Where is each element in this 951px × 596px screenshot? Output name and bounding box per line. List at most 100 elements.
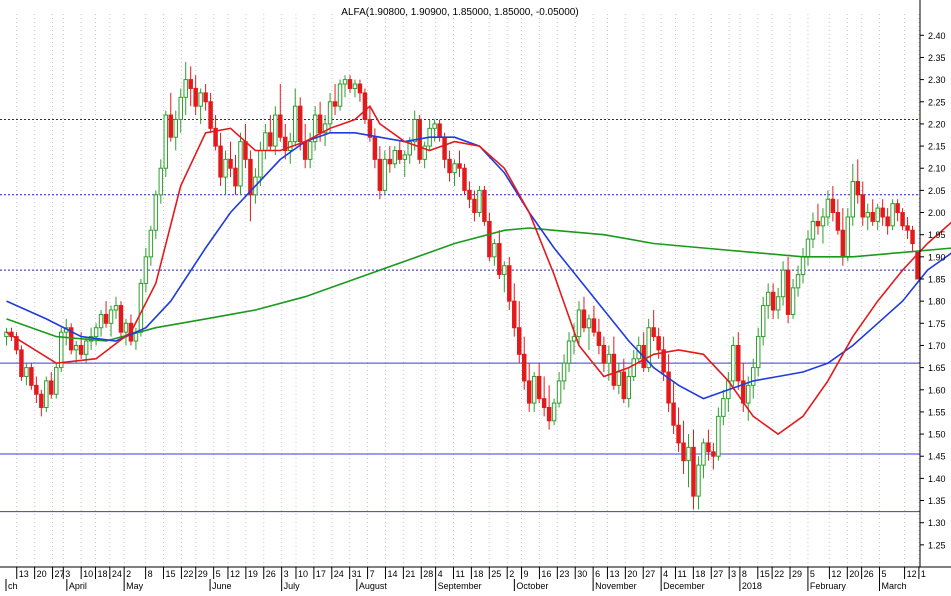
candle-body bbox=[776, 297, 779, 310]
candle-body bbox=[503, 266, 506, 275]
y-tick-label: 1.80 bbox=[928, 297, 946, 307]
y-tick-label: 2.40 bbox=[928, 31, 946, 41]
candle-body bbox=[199, 93, 202, 106]
candle-body bbox=[527, 381, 530, 403]
candle-body bbox=[363, 93, 366, 120]
candle-body bbox=[821, 217, 824, 226]
candle-body bbox=[463, 168, 466, 190]
candle-body bbox=[358, 84, 361, 93]
x-tick-label: 3 bbox=[284, 569, 289, 579]
candle-body bbox=[383, 159, 386, 190]
candle-body bbox=[353, 84, 356, 88]
candle-body bbox=[35, 385, 38, 394]
candle-body bbox=[607, 354, 610, 363]
candle-body bbox=[522, 354, 525, 381]
candle-body bbox=[154, 195, 157, 230]
x-tick-label: 13 bbox=[609, 569, 619, 579]
candle-body bbox=[468, 190, 471, 199]
candle-body bbox=[40, 394, 43, 407]
candle-body bbox=[269, 133, 272, 146]
x-tick-label: 15 bbox=[166, 569, 176, 579]
y-tick-label: 1.55 bbox=[928, 407, 946, 417]
candle-body bbox=[906, 226, 909, 230]
candle-body bbox=[841, 230, 844, 257]
candle-body bbox=[438, 124, 441, 137]
x-month-label: 2018 bbox=[742, 581, 762, 591]
candle-body bbox=[478, 190, 481, 212]
candle-body bbox=[756, 337, 759, 368]
candle-body bbox=[682, 443, 685, 461]
x-tick-label: 8 bbox=[148, 569, 153, 579]
y-tick-label: 1.25 bbox=[928, 540, 946, 550]
y-tick-label: 1.70 bbox=[928, 341, 946, 351]
candle-body bbox=[532, 376, 535, 403]
candle-body bbox=[687, 447, 690, 460]
candle-body bbox=[189, 80, 192, 89]
candle-body bbox=[483, 190, 486, 221]
candle-body bbox=[791, 288, 794, 315]
y-tick-label: 1.75 bbox=[928, 319, 946, 329]
x-tick-label: 14 bbox=[387, 569, 397, 579]
x-tick-label: 27 bbox=[713, 569, 723, 579]
candle-body bbox=[264, 133, 267, 151]
x-tick-label: 27 bbox=[645, 569, 655, 579]
candle-body bbox=[164, 115, 167, 168]
candle-body bbox=[707, 443, 710, 452]
y-tick-label: 1.50 bbox=[928, 430, 946, 440]
candle-body bbox=[149, 230, 152, 257]
candle-body bbox=[806, 239, 809, 257]
candle-body bbox=[274, 115, 277, 146]
x-month-label: October bbox=[516, 581, 548, 591]
candle-body bbox=[771, 292, 774, 310]
candle-body bbox=[20, 350, 23, 377]
candle-body bbox=[572, 337, 575, 341]
candle-body bbox=[124, 323, 127, 332]
candle-body bbox=[373, 137, 376, 159]
y-tick-label: 1.60 bbox=[928, 385, 946, 395]
x-tick-label: 26 bbox=[266, 569, 276, 579]
candle-body bbox=[552, 403, 555, 421]
candle-body bbox=[657, 337, 660, 350]
candle-body bbox=[398, 150, 401, 159]
x-tick-label: 21 bbox=[405, 569, 415, 579]
x-tick-label: 30 bbox=[577, 569, 587, 579]
candle-body bbox=[692, 447, 695, 496]
candle-body bbox=[119, 306, 122, 333]
candle-body bbox=[74, 345, 77, 349]
candle-body bbox=[542, 399, 545, 408]
candle-body bbox=[627, 376, 630, 398]
candle-body bbox=[617, 372, 620, 385]
candle-body bbox=[378, 159, 381, 190]
candle-body bbox=[303, 142, 306, 160]
x-tick-label: 12 bbox=[907, 569, 917, 579]
y-tick-label: 2.25 bbox=[928, 97, 946, 107]
x-tick-label: 4 bbox=[438, 569, 443, 579]
candle-body bbox=[602, 345, 605, 363]
x-tick-label: 1 bbox=[921, 569, 926, 579]
candle-body bbox=[498, 244, 501, 275]
candle-body bbox=[104, 314, 107, 323]
x-month-label: March bbox=[882, 581, 907, 591]
candle-body bbox=[737, 345, 740, 380]
x-tick-label: 29 bbox=[198, 569, 208, 579]
candle-body bbox=[433, 124, 436, 128]
y-tick-label: 1.30 bbox=[928, 518, 946, 528]
x-tick-label: 16 bbox=[541, 569, 551, 579]
candle-body bbox=[169, 115, 172, 137]
x-tick-label: 29 bbox=[792, 569, 802, 579]
candle-body bbox=[453, 164, 456, 173]
candle-body bbox=[816, 221, 819, 225]
x-tick-label: 3 bbox=[65, 569, 70, 579]
candle-body bbox=[239, 142, 242, 186]
candle-body bbox=[508, 266, 511, 301]
x-tick-label: 15 bbox=[760, 569, 770, 579]
candle-body bbox=[836, 213, 839, 231]
candle-body bbox=[587, 319, 590, 328]
candle-body bbox=[826, 199, 829, 217]
x-tick-label: 22 bbox=[183, 569, 193, 579]
y-tick-label: 2.15 bbox=[928, 142, 946, 152]
candle-body bbox=[348, 80, 351, 89]
candle-body bbox=[567, 341, 570, 363]
y-tick-label: 2.20 bbox=[928, 119, 946, 129]
